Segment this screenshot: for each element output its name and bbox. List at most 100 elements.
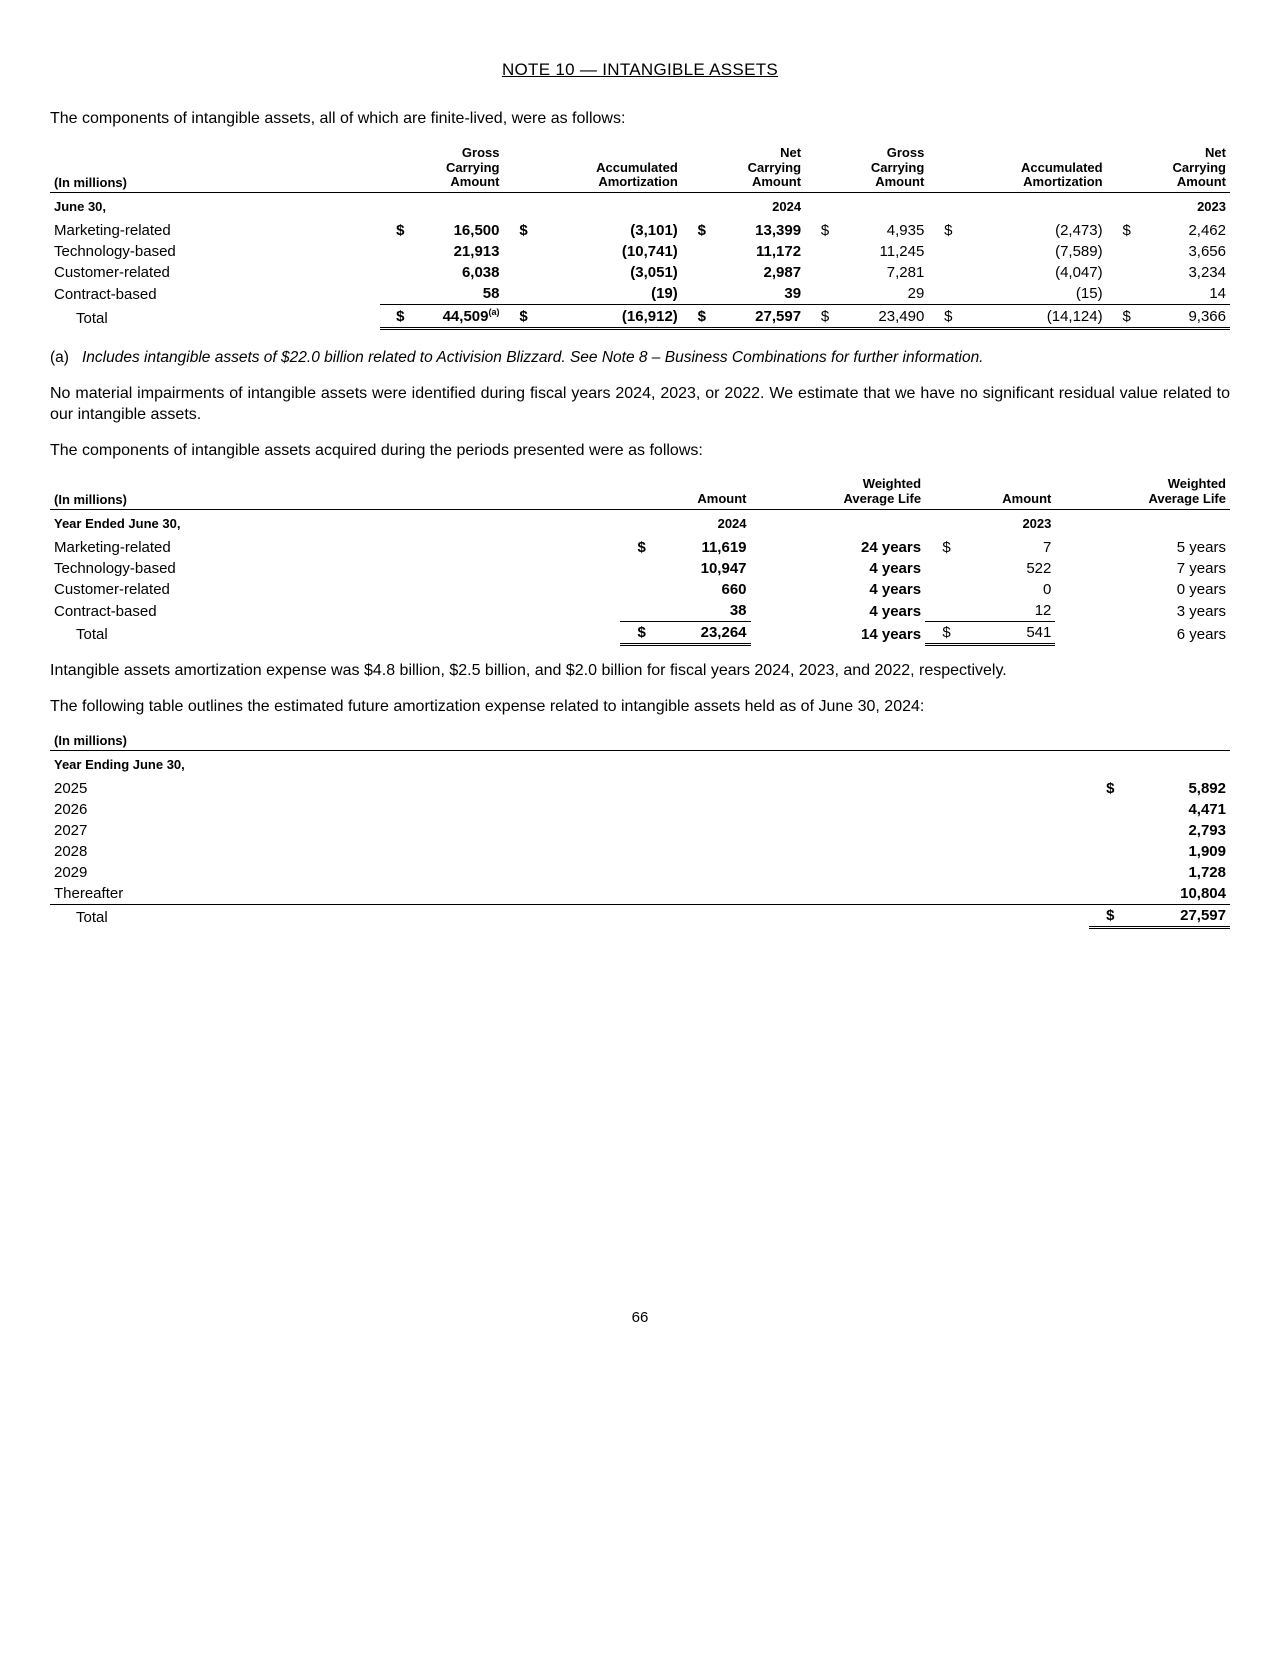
date-label: Year Ended June 30, — [50, 510, 620, 538]
col-unit-label: (In millions) — [50, 144, 380, 193]
col-net-24: NetCarryingAmount — [706, 144, 805, 193]
row-year: Thereafter — [50, 883, 1089, 905]
paragraph-5: The following table outlines the estimat… — [50, 696, 1230, 718]
dollar-sign — [1089, 820, 1114, 841]
total-value: 27,597 — [1115, 905, 1231, 928]
col-gross-24: GrossCarryingAmount — [404, 144, 503, 193]
cell-g23: 11,245 — [829, 241, 928, 262]
row-value: 1,909 — [1115, 841, 1231, 862]
cell-g24: 58 — [404, 283, 503, 305]
cell-a24: (3,101) — [528, 220, 682, 241]
col-accum-24: AccumulatedAmortization — [528, 144, 682, 193]
col-unit-label: (In millions) — [50, 475, 620, 509]
dollar-sign — [503, 262, 527, 283]
date-label: June 30, — [50, 193, 380, 221]
table-total-row: Total $ 23,264 14 years $ 541 6 years — [50, 622, 1230, 645]
cell-n23: 2,462 — [1131, 220, 1230, 241]
dollar-sign — [805, 283, 829, 305]
dollar-sign: $ — [928, 220, 952, 241]
cell-l23: 5 years — [1055, 537, 1230, 558]
table-row: Marketing-related$16,500$(3,101)$13,399$… — [50, 220, 1230, 241]
cell-n24: 11,172 — [706, 241, 805, 262]
row-label: Marketing-related — [50, 220, 380, 241]
row-year: 2028 — [50, 841, 1089, 862]
row-label: Technology-based — [50, 558, 620, 579]
total-l23: 6 years — [1055, 622, 1230, 645]
table-row: 20264,471 — [50, 799, 1230, 820]
cell-a23: (15) — [953, 283, 1107, 305]
cell-a24: (10,741) — [528, 241, 682, 262]
table-row: 20272,793 — [50, 820, 1230, 841]
dollar-sign — [682, 262, 706, 283]
dollar-sign: $ — [1089, 905, 1114, 928]
col-net-23: NetCarryingAmount — [1131, 144, 1230, 193]
dollar-sign: $ — [503, 220, 527, 241]
table-row: Thereafter 10,804 — [50, 883, 1230, 905]
cell-a23: 7 — [951, 537, 1056, 558]
cell-a23: 12 — [951, 600, 1056, 622]
cell-g23: 4,935 — [829, 220, 928, 241]
cell-n24: 39 — [706, 283, 805, 305]
dollar-sign — [503, 283, 527, 305]
dollar-sign: $ — [805, 305, 829, 329]
dollar-sign — [682, 241, 706, 262]
row-label: Customer-related — [50, 262, 380, 283]
row-value: 10,804 — [1115, 883, 1231, 905]
cell-a24: 11,619 — [646, 537, 751, 558]
dollar-sign: $ — [928, 305, 952, 329]
dollar-sign — [928, 241, 952, 262]
total-n24: 27,597 — [706, 305, 805, 329]
dollar-sign — [805, 262, 829, 283]
paragraph-2: No material impairments of intangible as… — [50, 383, 1230, 426]
dollar-sign: $ — [925, 537, 951, 558]
cell-l23: 7 years — [1055, 558, 1230, 579]
col-amount-23: Amount — [951, 475, 1056, 509]
total-a23: 541 — [951, 622, 1056, 645]
intangible-acquired-table: (In millions) Amount WeightedAverage Lif… — [50, 475, 1230, 646]
dollar-sign — [1089, 841, 1114, 862]
cell-l24: 4 years — [751, 558, 926, 579]
dollar-sign: $ — [620, 537, 646, 558]
total-label: Total — [50, 305, 380, 329]
table-row: Technology-based 10,9474 years 5227 years — [50, 558, 1230, 579]
total-n23: 9,366 — [1131, 305, 1230, 329]
cell-a23: 522 — [951, 558, 1056, 579]
table-total-row: Total $ 27,597 — [50, 905, 1230, 928]
total-l24: 14 years — [751, 622, 926, 645]
dollar-sign — [1107, 283, 1131, 305]
cell-g23: 29 — [829, 283, 928, 305]
dollar-sign: $ — [1089, 778, 1114, 799]
dollar-sign: $ — [380, 220, 404, 241]
table-total-row: Total $ 44,509(a) $ (16,912) $ 27,597 $ … — [50, 305, 1230, 329]
cell-a23: (7,589) — [953, 241, 1107, 262]
cell-g24: 16,500 — [404, 220, 503, 241]
col-gross-23: GrossCarryingAmount — [829, 144, 928, 193]
footnote-mark: (a) — [50, 348, 82, 368]
page-number: 66 — [50, 1309, 1230, 1326]
dollar-sign — [928, 283, 952, 305]
cell-a24: (3,051) — [528, 262, 682, 283]
cell-n24: 13,399 — [706, 220, 805, 241]
dollar-sign: $ — [805, 220, 829, 241]
dollar-sign: $ — [682, 220, 706, 241]
intangible-components-table: (In millions) GrossCarryingAmount Accumu… — [50, 144, 1230, 331]
row-year: 2027 — [50, 820, 1089, 841]
table-row: Contract-based58(19)3929(15)14 — [50, 283, 1230, 305]
dollar-sign: $ — [682, 305, 706, 329]
cell-l24: 4 years — [751, 600, 926, 622]
total-a24: 23,264 — [646, 622, 751, 645]
cell-g24: 21,913 — [404, 241, 503, 262]
table-row: Marketing-related$11,61924 years$75 year… — [50, 537, 1230, 558]
cell-a24: 660 — [646, 579, 751, 600]
dollar-sign — [1107, 241, 1131, 262]
year-2023: 2023 — [1131, 193, 1230, 221]
table-row: 20291,728 — [50, 862, 1230, 883]
date-label: Year Ending June 30, — [50, 751, 1230, 779]
dollar-sign: $ — [1107, 220, 1131, 241]
total-a23: (14,124) — [953, 305, 1107, 329]
cell-a24: 10,947 — [646, 558, 751, 579]
row-year: 2025 — [50, 778, 1089, 799]
cell-l23: 0 years — [1055, 579, 1230, 600]
cell-n24: 2,987 — [706, 262, 805, 283]
dollar-sign — [1107, 262, 1131, 283]
